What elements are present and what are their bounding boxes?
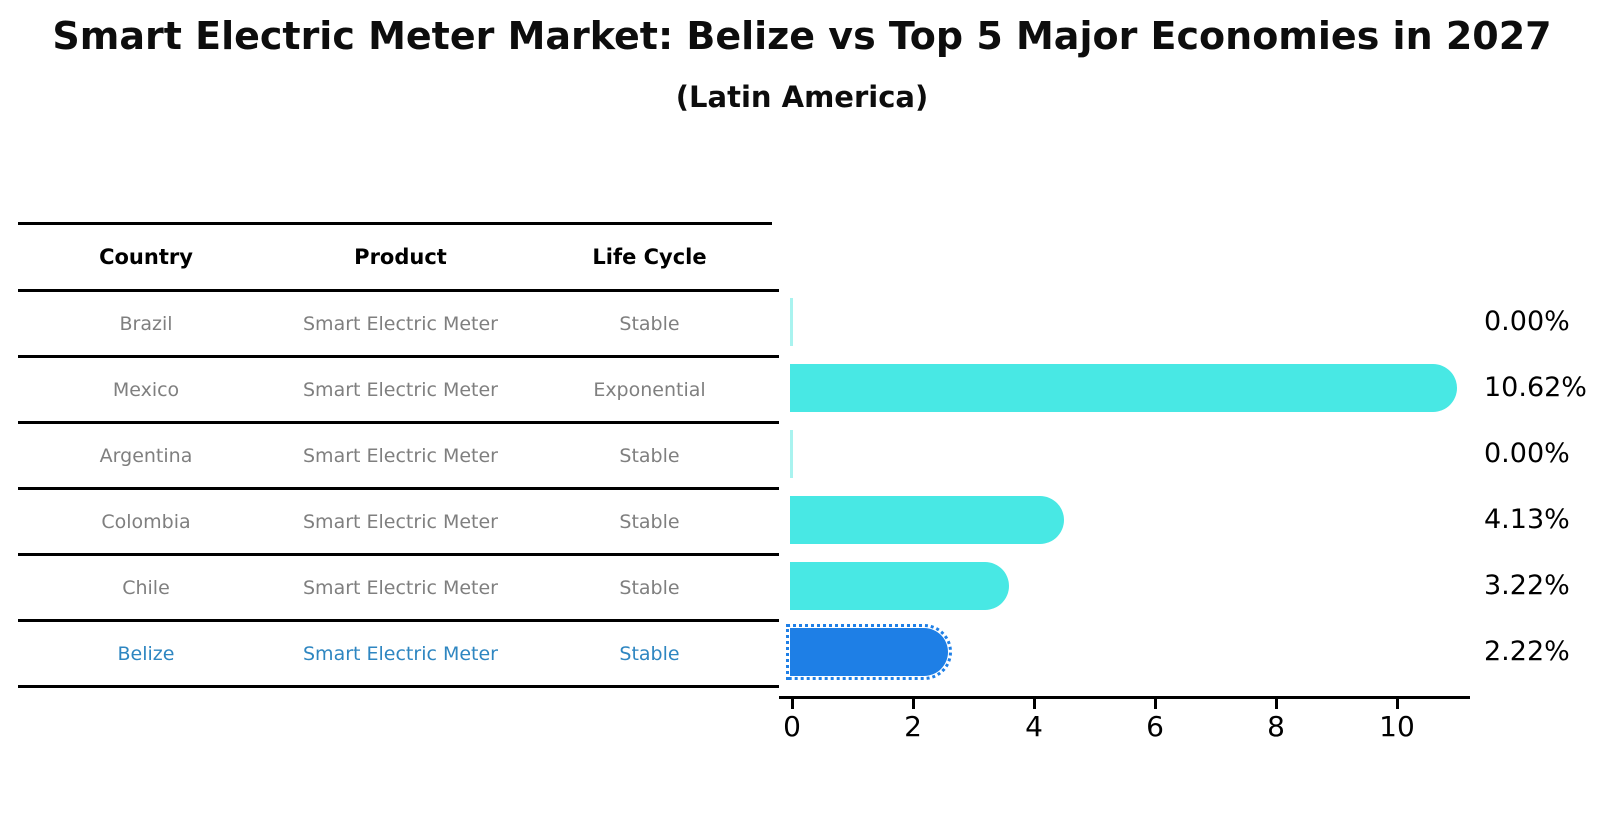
table-cell-country: Colombia: [101, 510, 191, 533]
y-axis-tick: [765, 487, 779, 490]
bar: [790, 298, 793, 346]
x-axis-tick-label: 2: [904, 710, 922, 743]
x-axis-tick-label: 8: [1267, 710, 1285, 743]
table-cell-product: Smart Electric Meter: [303, 642, 498, 665]
y-axis-tick: [765, 685, 779, 688]
table-row: Brazil Smart Electric Meter Stable: [18, 289, 772, 355]
table-header-row: Country Product Life Cycle: [18, 222, 772, 289]
y-axis-tick: [765, 355, 779, 358]
table-body: Brazil Smart Electric Meter Stable Mexico Sm…: [18, 289, 772, 685]
table-cell-life-cycle: Stable: [619, 510, 680, 533]
table-cell-product: Smart Electric Meter: [303, 444, 498, 467]
table-row: Chile Smart Electric Meter Stable: [18, 553, 772, 619]
x-axis-tick: [791, 698, 794, 709]
table-cell-life-cycle: Exponential: [593, 378, 706, 401]
table-cell-country: Mexico: [112, 378, 180, 401]
chart-title: Smart Electric Meter Market: Belize vs T…: [52, 14, 1552, 58]
x-axis-tick: [1275, 698, 1278, 709]
table-cell-country: Argentina: [99, 444, 193, 467]
bar-value-label: 0.00%: [1484, 306, 1570, 337]
table-cell-product: Smart Electric Meter: [303, 510, 498, 533]
table-cell-life-cycle: Stable: [619, 312, 680, 335]
bar-value-label: 4.13%: [1484, 504, 1570, 535]
table-cell-product: Smart Electric Meter: [303, 312, 498, 335]
table-cell-country: Chile: [122, 576, 170, 599]
table-cell-life-cycle: Stable: [619, 642, 680, 665]
table-row: Belize Smart Electric Meter Stable: [18, 619, 772, 685]
table-cell-life-cycle: Stable: [619, 444, 680, 467]
table-cell-life-cycle: Stable: [619, 576, 680, 599]
x-axis-tick: [1033, 698, 1036, 709]
table-row: Colombia Smart Electric Meter Stable: [18, 487, 772, 553]
bar: [790, 496, 1064, 544]
bar-highlight: [785, 624, 953, 680]
x-axis-tick-label: 4: [1025, 710, 1043, 743]
x-axis-tick: [1396, 698, 1399, 709]
x-axis-tick-label: 0: [783, 710, 801, 743]
bar: [790, 364, 1457, 412]
column-header-product: Product: [354, 245, 447, 269]
table-cell-product: Smart Electric Meter: [303, 576, 498, 599]
x-axis-tick: [912, 698, 915, 709]
bar: [790, 562, 1009, 610]
y-axis-tick: [765, 619, 779, 622]
column-header-life-cycle: Life Cycle: [592, 245, 707, 269]
table-cell-country: Belize: [117, 642, 175, 665]
table-cell-product: Smart Electric Meter: [303, 378, 498, 401]
bar: [790, 430, 793, 478]
x-axis-tick-label: 10: [1379, 710, 1415, 743]
bar-value-label: 2.22%: [1484, 636, 1570, 667]
table-row: Mexico Smart Electric Meter Exponential: [18, 355, 772, 421]
y-axis-tick: [765, 421, 779, 424]
bar-value-label: 0.00%: [1484, 438, 1570, 469]
x-axis-line: [779, 696, 1470, 699]
x-axis-tick: [1154, 698, 1157, 709]
y-axis-tick: [765, 289, 779, 292]
table-row: Argentina Smart Electric Meter Stable: [18, 421, 772, 487]
table-cell-country: Brazil: [119, 312, 173, 335]
x-axis-tick-label: 6: [1146, 710, 1164, 743]
country-table: Country Product Life Cycle Brazil Smart E…: [18, 222, 772, 688]
y-axis-tick: [765, 553, 779, 556]
column-header-country: Country: [99, 245, 193, 269]
chart-subtitle: (Latin America): [675, 80, 929, 114]
bar-value-label: 10.62%: [1484, 372, 1587, 403]
bar-value-label: 3.22%: [1484, 570, 1570, 601]
